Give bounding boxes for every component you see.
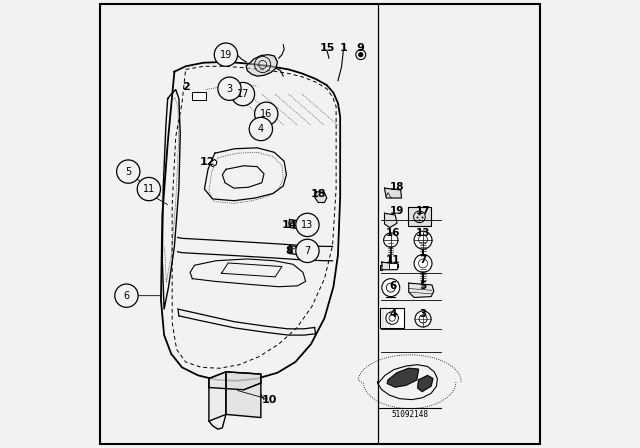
Circle shape (296, 239, 319, 263)
Text: 17: 17 (416, 207, 430, 216)
Text: 6: 6 (390, 281, 397, 291)
Text: 51092148: 51092148 (391, 410, 428, 419)
Polygon shape (418, 375, 433, 392)
Polygon shape (210, 159, 217, 167)
Polygon shape (209, 372, 261, 390)
Circle shape (414, 254, 432, 272)
Polygon shape (226, 372, 261, 418)
Text: 4: 4 (258, 124, 264, 134)
Circle shape (218, 77, 241, 100)
Text: 1: 1 (339, 43, 347, 53)
Text: 19: 19 (390, 207, 404, 216)
Circle shape (382, 279, 400, 297)
Text: 17: 17 (237, 89, 249, 99)
Text: 4: 4 (390, 310, 397, 319)
Circle shape (231, 82, 255, 106)
Text: 13: 13 (301, 220, 314, 230)
Text: 11: 11 (386, 255, 401, 265)
Text: 2: 2 (182, 82, 189, 92)
Text: 8: 8 (285, 246, 293, 256)
Polygon shape (209, 372, 226, 421)
Text: 18: 18 (310, 189, 326, 198)
FancyBboxPatch shape (408, 207, 431, 226)
Polygon shape (382, 262, 398, 270)
Text: 9: 9 (356, 43, 364, 53)
Text: 15: 15 (319, 43, 335, 53)
Text: 10: 10 (262, 395, 278, 405)
Text: 5: 5 (125, 167, 131, 177)
Circle shape (358, 52, 363, 57)
Text: 7: 7 (419, 255, 427, 265)
Text: 6: 6 (124, 291, 129, 301)
Text: 12: 12 (199, 157, 215, 167)
Circle shape (137, 177, 161, 201)
Text: 14: 14 (282, 220, 298, 230)
Text: 11: 11 (143, 184, 155, 194)
Text: 16: 16 (386, 228, 401, 238)
Text: 3: 3 (227, 84, 232, 94)
FancyBboxPatch shape (389, 263, 397, 269)
Text: 18: 18 (390, 182, 404, 192)
Circle shape (296, 213, 319, 237)
Circle shape (414, 231, 432, 249)
Polygon shape (385, 213, 397, 228)
Circle shape (255, 102, 278, 125)
Circle shape (383, 233, 398, 247)
Polygon shape (315, 192, 327, 202)
Polygon shape (289, 246, 303, 255)
Text: 5: 5 (419, 281, 427, 291)
Text: 19: 19 (220, 50, 232, 60)
Circle shape (116, 160, 140, 183)
Text: 16: 16 (260, 109, 273, 119)
Text: 7: 7 (305, 246, 310, 256)
Polygon shape (289, 220, 303, 229)
Circle shape (214, 43, 237, 66)
Polygon shape (387, 368, 419, 387)
FancyBboxPatch shape (380, 308, 404, 328)
Text: 13: 13 (416, 228, 430, 238)
Polygon shape (246, 55, 278, 76)
Polygon shape (409, 283, 434, 297)
Text: 3: 3 (419, 310, 427, 319)
Circle shape (115, 284, 138, 307)
Circle shape (415, 311, 431, 327)
Polygon shape (385, 188, 401, 198)
Circle shape (249, 117, 273, 141)
FancyBboxPatch shape (192, 92, 206, 100)
